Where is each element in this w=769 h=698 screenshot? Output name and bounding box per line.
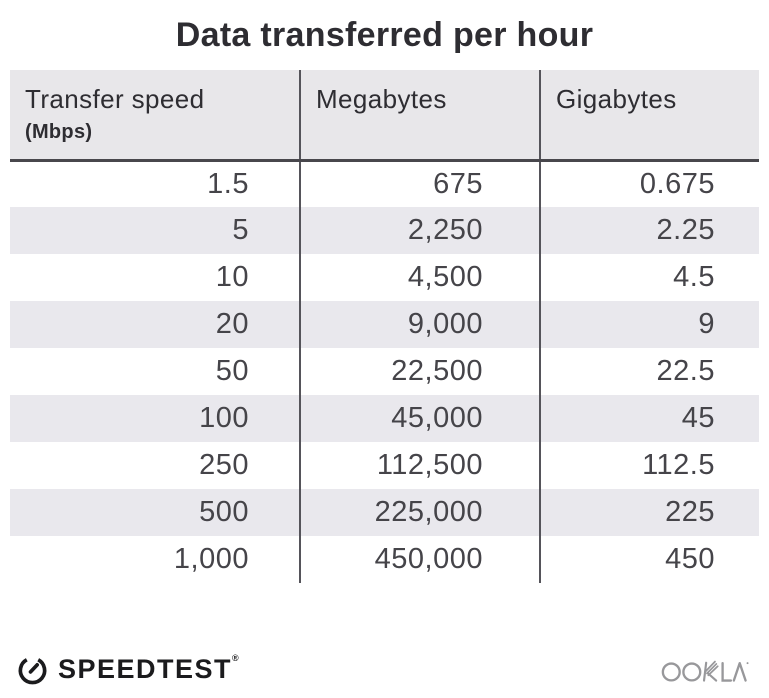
cell-speed: 1,000 bbox=[173, 543, 249, 575]
cell-speed: 250 bbox=[199, 449, 249, 481]
cell-speed: 100 bbox=[10, 395, 300, 442]
speedtest-label: SPEEDTEST bbox=[58, 654, 233, 684]
header-label: Transfer speed bbox=[25, 84, 205, 114]
cell-megabytes: 112,500 bbox=[299, 442, 540, 489]
header-megabytes: Megabytes bbox=[299, 70, 540, 162]
table-header: Transfer speed (Mbps) Megabytes Gigabyte… bbox=[10, 70, 759, 162]
cell-gigabytes: 9 bbox=[539, 301, 759, 348]
cell-megabytes: 9,000 bbox=[299, 301, 540, 348]
cell-speed: 20 bbox=[10, 301, 300, 348]
table-row: 20 9,000 9 bbox=[10, 301, 759, 348]
cell-gigabytes: 0.675 bbox=[539, 160, 759, 207]
cell-megabytes: 22,500 bbox=[299, 348, 540, 395]
cell-megabytes: 2,250 bbox=[299, 207, 540, 254]
header-label: Gigabytes bbox=[556, 84, 677, 114]
header-row: Transfer speed (Mbps) Megabytes Gigabyte… bbox=[10, 70, 759, 162]
table-row: 250 112,500 112.5 bbox=[10, 442, 759, 489]
data-table: Transfer speed (Mbps) Megabytes Gigabyte… bbox=[10, 70, 759, 583]
cell-speed: 50 bbox=[215, 355, 249, 387]
header-label: Megabytes bbox=[316, 84, 447, 114]
cell-gigabytes: 225 bbox=[539, 489, 759, 536]
table-row: 500 225,000 225 bbox=[10, 489, 759, 536]
page-title: Data transferred per hour bbox=[175, 16, 594, 54]
speedtest-wordmark: SPEEDTEST® bbox=[58, 653, 241, 685]
header-transfer-speed: Transfer speed (Mbps) bbox=[10, 70, 300, 162]
table-row: 1.5 675 0.675 bbox=[10, 160, 759, 207]
table-row: 10 4,500 4.5 bbox=[10, 254, 759, 301]
cell-speed: 5 bbox=[10, 207, 300, 254]
cell-megabytes: 225,000 bbox=[299, 489, 540, 536]
ookla-wordmark-icon bbox=[661, 660, 749, 682]
speedtest-gauge-icon bbox=[16, 653, 49, 686]
table-row: 50 22,500 22.5 bbox=[10, 348, 759, 395]
cell-speed: 500 bbox=[10, 489, 300, 536]
cell-megabytes: 450,000 bbox=[299, 536, 540, 583]
registered-trademark-icon: ® bbox=[232, 653, 241, 663]
table-row: 5 2,250 2.25 bbox=[10, 207, 759, 254]
cell-megabytes: 4,500 bbox=[299, 254, 540, 301]
table-row: 100 45,000 45 bbox=[10, 395, 759, 442]
cell-speed: 1.5 bbox=[207, 167, 249, 200]
cell-speed: 10 bbox=[215, 261, 249, 293]
table-row: 1,000 450,000 450 bbox=[10, 536, 759, 583]
ookla-logo bbox=[661, 655, 749, 685]
cell-gigabytes: 2.25 bbox=[539, 207, 759, 254]
cell-gigabytes: 4.5 bbox=[539, 254, 759, 301]
cell-gigabytes: 450 bbox=[539, 536, 759, 583]
table-body: 1.5 675 0.675 5 2,250 2.25 10 4,500 4.5 … bbox=[10, 160, 759, 583]
header-gigabytes: Gigabytes bbox=[539, 70, 759, 162]
speedtest-logo: SPEEDTEST® bbox=[16, 653, 240, 686]
cell-megabytes: 675 bbox=[299, 160, 540, 207]
header-sublabel-mbps: (Mbps) bbox=[25, 121, 93, 143]
footer: SPEEDTEST® bbox=[16, 653, 749, 686]
cell-gigabytes: 22.5 bbox=[539, 348, 759, 395]
cell-gigabytes: 45 bbox=[539, 395, 759, 442]
cell-megabytes: 45,000 bbox=[299, 395, 540, 442]
cell-gigabytes: 112.5 bbox=[539, 442, 759, 489]
